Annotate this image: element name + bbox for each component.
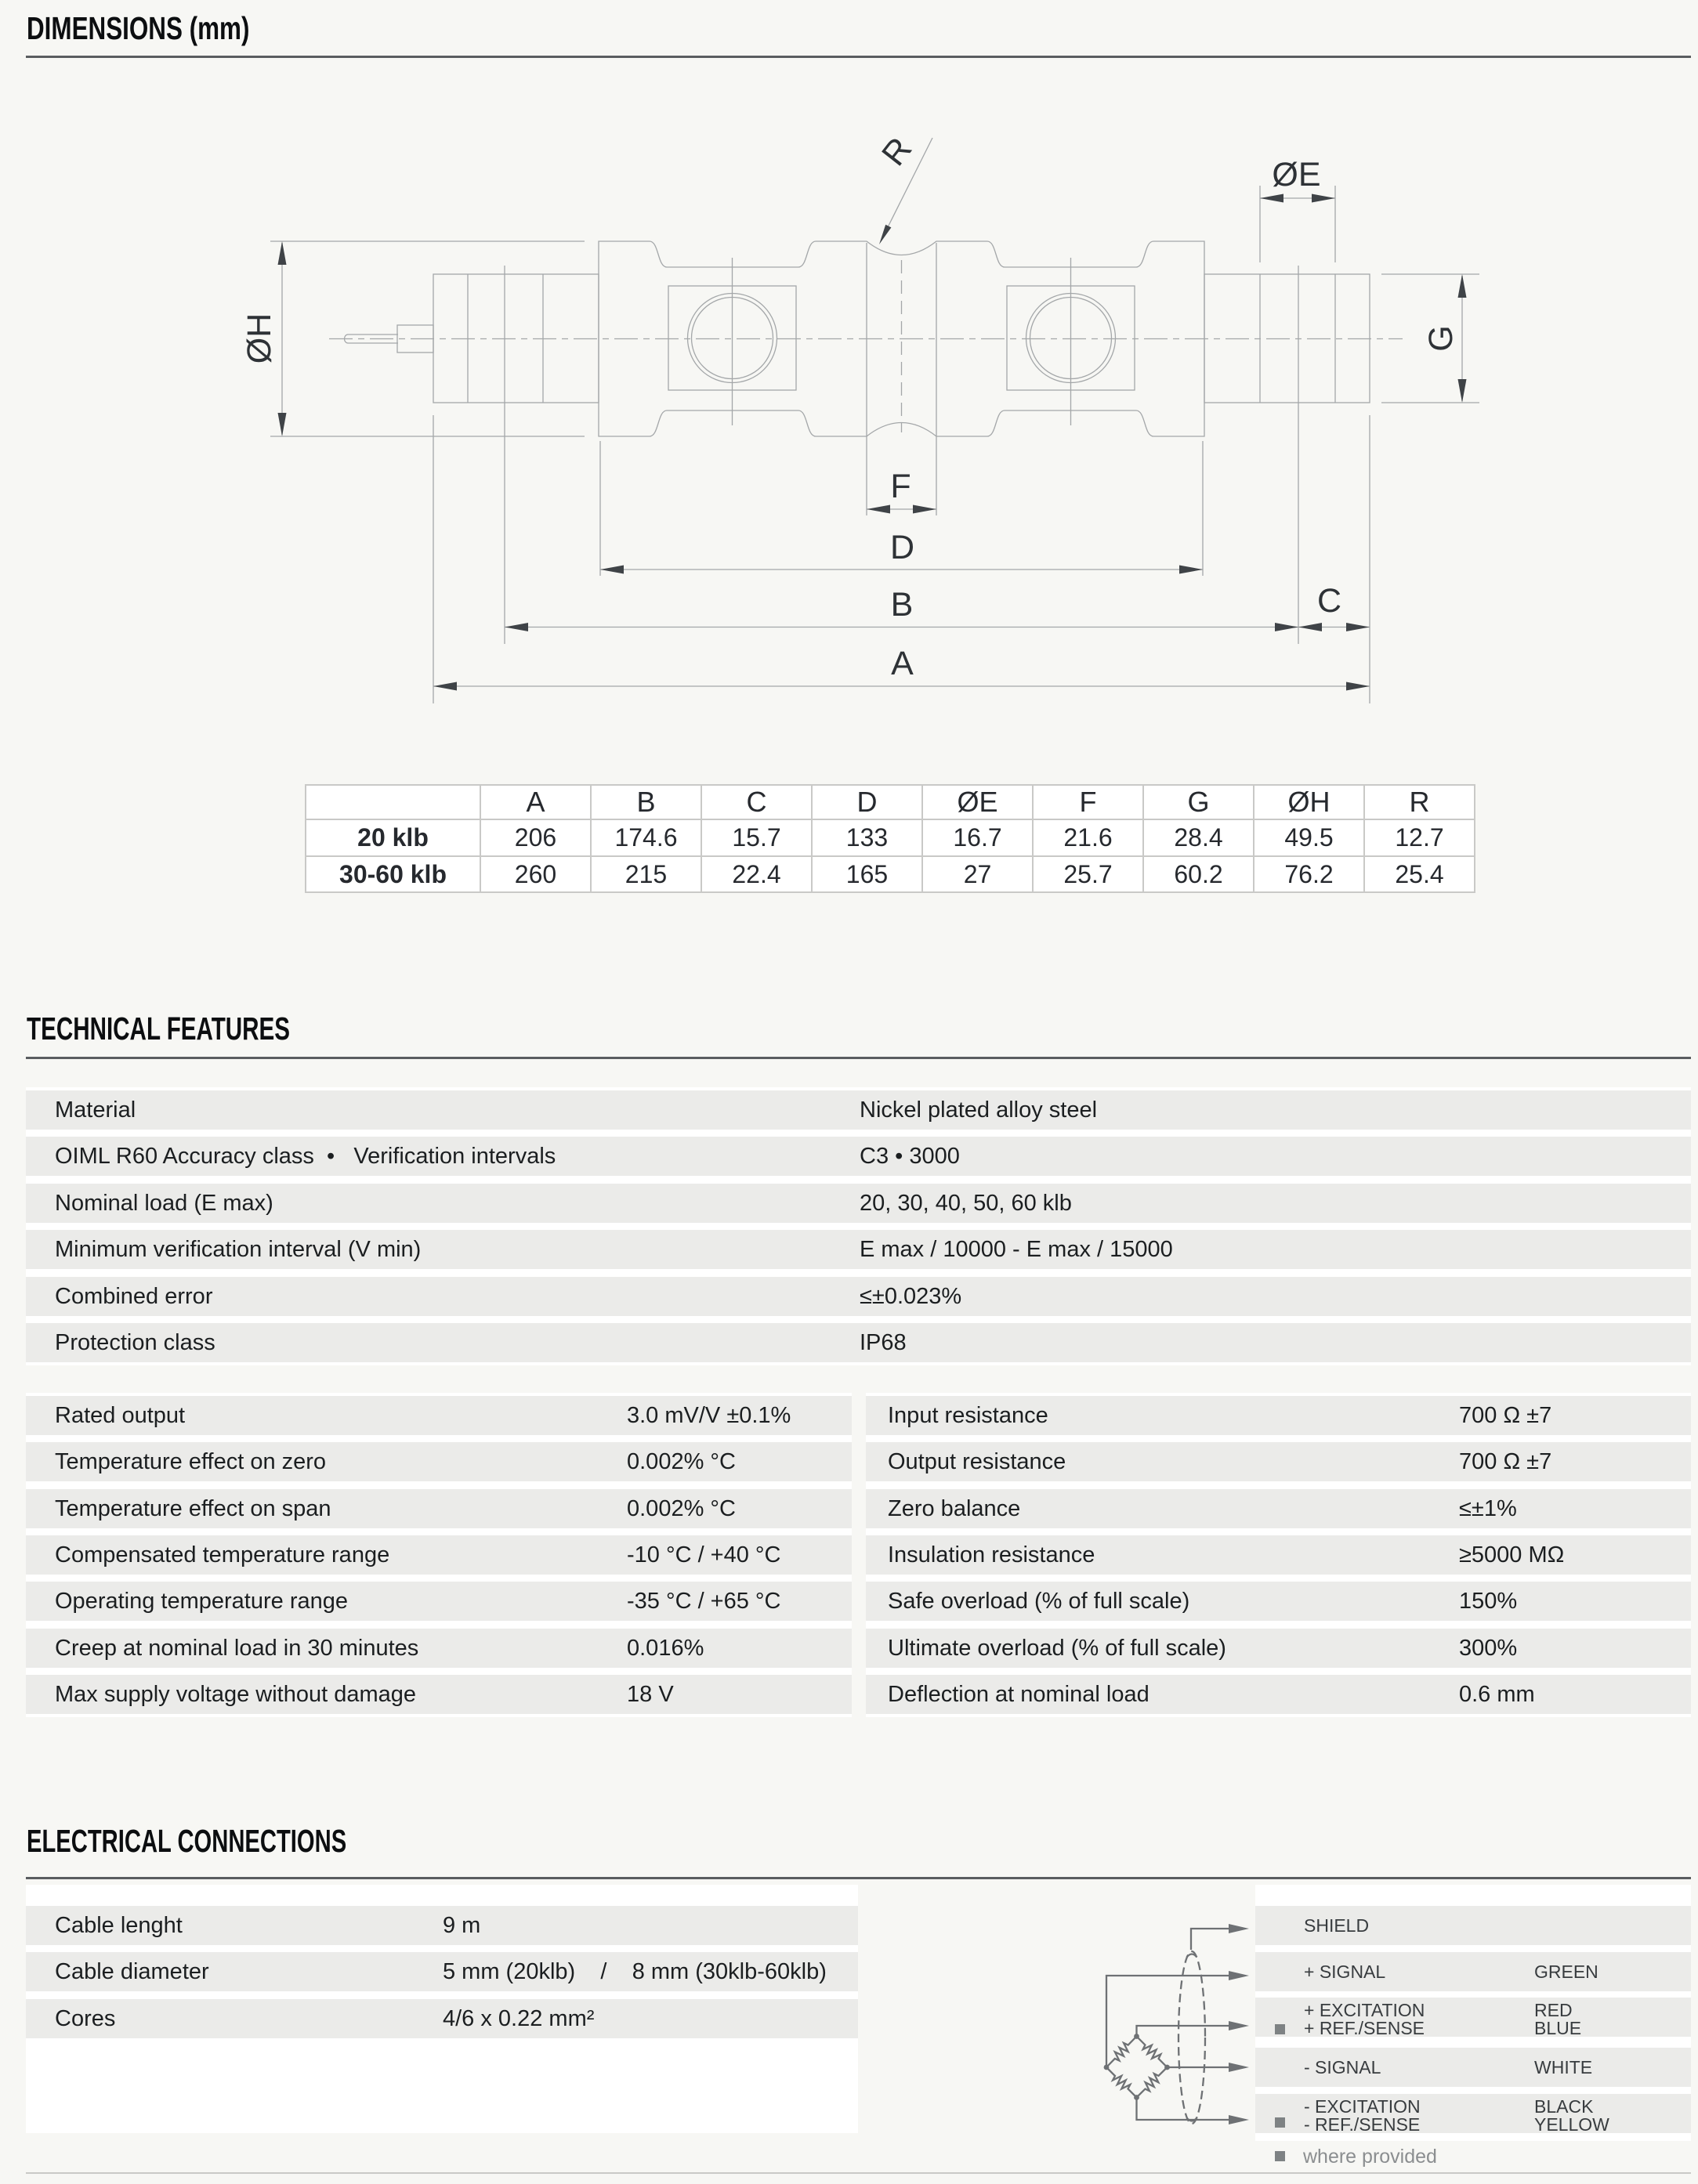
svg-text:C: C: [1317, 582, 1341, 620]
svg-text:R: R: [874, 131, 919, 173]
svg-text:B: B: [891, 586, 914, 624]
svg-text:G: G: [1422, 325, 1460, 351]
svg-text:ØE: ØE: [1272, 156, 1320, 193]
svg-text:D: D: [890, 529, 914, 566]
svg-text:F: F: [890, 468, 911, 505]
svg-text:ØH: ØH: [241, 313, 278, 364]
svg-text:A: A: [891, 645, 914, 682]
